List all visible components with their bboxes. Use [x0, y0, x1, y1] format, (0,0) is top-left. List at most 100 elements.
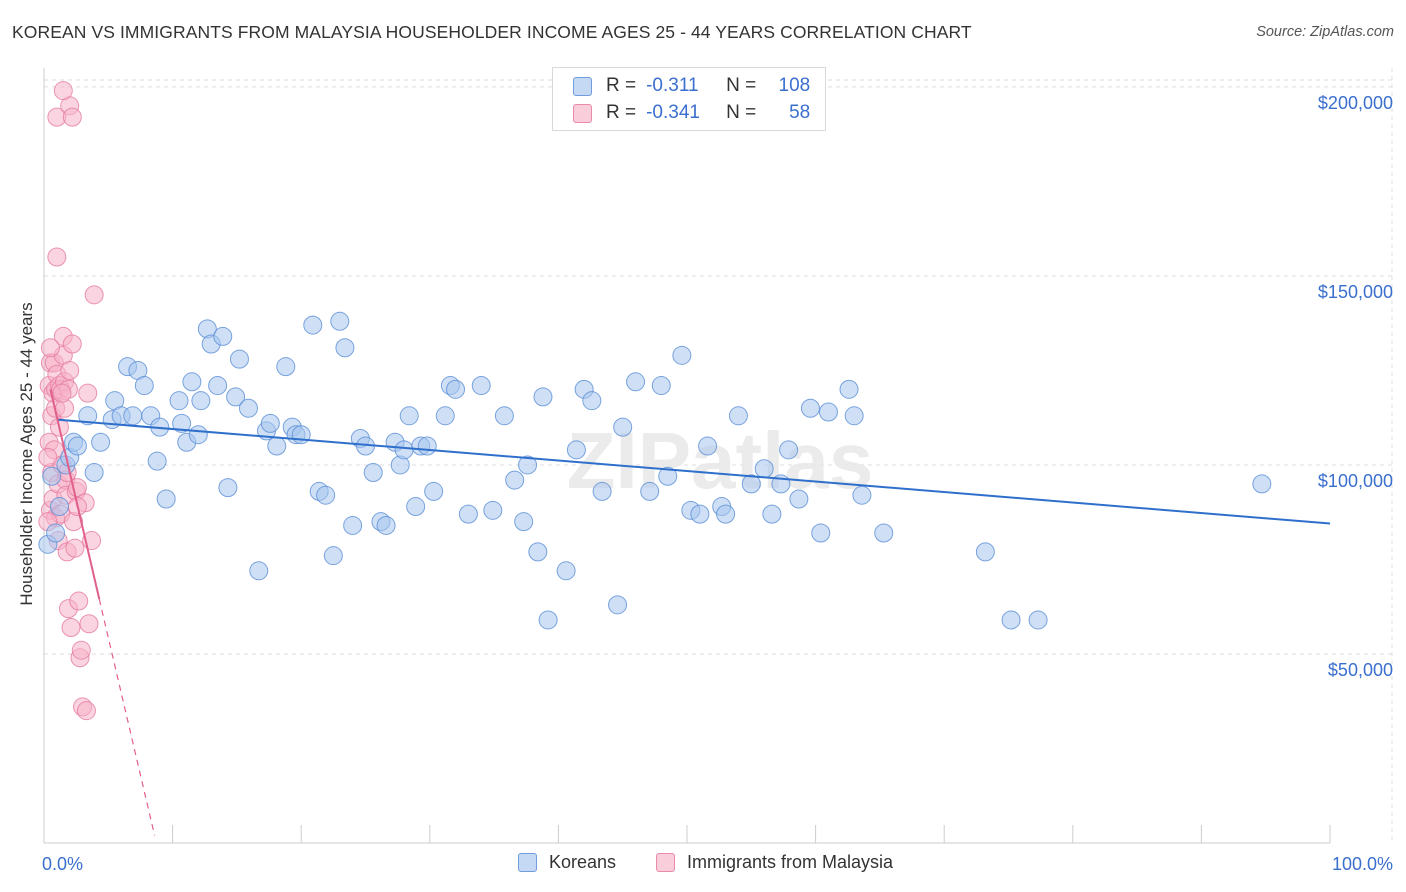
data-point	[343, 515, 363, 535]
data-point	[789, 489, 809, 509]
data-point	[249, 561, 269, 581]
legend-swatch-malaysia	[656, 853, 675, 872]
r-label: R =	[606, 102, 637, 123]
data-point	[800, 398, 820, 418]
data-point	[494, 406, 514, 426]
data-point	[839, 379, 859, 399]
data-point	[608, 595, 628, 615]
data-point	[471, 376, 491, 396]
data-point	[1001, 610, 1021, 630]
data-point	[47, 247, 67, 267]
data-point	[276, 357, 296, 377]
chart-title: KOREAN VS IMMIGRANTS FROM MALAYSIA HOUSE…	[12, 22, 972, 42]
data-point	[71, 640, 91, 660]
data-point	[528, 542, 548, 562]
watermark: ZIPatlas	[567, 416, 874, 505]
data-point	[147, 451, 167, 471]
data-point	[78, 383, 98, 403]
x-tick-labels: 0.0% 100.0%	[42, 854, 1393, 874]
x-tick-label: 100.0%	[1332, 854, 1393, 874]
data-point	[556, 561, 576, 581]
data-point	[335, 338, 355, 358]
trend-lines	[49, 389, 1331, 836]
r-value: -0.311	[646, 75, 699, 96]
data-point	[303, 315, 323, 335]
data-point	[229, 349, 249, 369]
data-point	[363, 463, 383, 483]
data-point	[613, 417, 633, 437]
data-point	[762, 504, 782, 524]
legend-row-malaysia: R = -0.341 N = 58	[573, 99, 810, 127]
data-point	[852, 485, 872, 505]
data-point	[518, 455, 538, 475]
data-point	[376, 515, 396, 535]
data-point	[741, 474, 761, 494]
data-point	[505, 470, 525, 490]
data-point	[42, 466, 62, 486]
y-tick-label: $200,000	[1318, 93, 1393, 113]
data-point	[394, 440, 414, 460]
data-point	[84, 463, 104, 483]
y-tick-labels: $50,000 $100,000 $150,000 $200,000	[1318, 93, 1393, 680]
n-value: 108	[778, 75, 811, 96]
data-point	[533, 387, 553, 407]
n-label: N =	[726, 75, 757, 96]
data-point	[134, 376, 154, 396]
data-point	[40, 338, 60, 358]
data-point	[779, 440, 799, 460]
data-point	[226, 387, 246, 407]
legend-label-koreans: Koreans	[549, 852, 617, 872]
data-point	[188, 425, 208, 445]
data-point	[640, 481, 660, 501]
data-point	[458, 504, 478, 524]
data-point	[811, 523, 831, 543]
data-point	[76, 701, 96, 721]
legend-swatch-malaysia	[573, 103, 592, 123]
trend-line-malaysia	[49, 389, 101, 600]
data-point	[213, 326, 233, 346]
data-point	[658, 466, 678, 486]
data-point	[267, 436, 287, 456]
correlation-legend: R = -0.311 N = 108 R = -0.341 N = 58	[552, 67, 826, 131]
data-point	[323, 546, 343, 566]
y-tick-label: $100,000	[1318, 471, 1393, 491]
data-point	[698, 436, 718, 456]
data-point	[435, 406, 455, 426]
data-point	[238, 398, 258, 418]
data-point	[514, 512, 534, 532]
series-koreans	[38, 311, 1272, 630]
source-label: Source: ZipAtlas.com	[1256, 24, 1394, 40]
y-axis-label: Householder Income Ages 25 - 44 years	[17, 302, 36, 606]
data-point	[672, 345, 692, 365]
r-value: -0.341	[646, 102, 700, 123]
data-point	[61, 618, 81, 638]
series-immigrants-from-malaysia	[38, 81, 104, 721]
data-point	[182, 372, 202, 392]
data-point	[316, 485, 336, 505]
data-point	[156, 489, 176, 509]
legend-swatch-koreans	[573, 76, 592, 96]
series-legend: Koreans Immigrants from Malaysia	[0, 852, 1406, 876]
data-point	[446, 379, 466, 399]
trend-line-koreans	[56, 418, 1331, 525]
data-point	[78, 406, 98, 426]
data-point	[1028, 610, 1048, 630]
r-label: R =	[606, 75, 637, 96]
trend-line-malaysia-extension	[98, 599, 156, 836]
data-point	[417, 436, 437, 456]
data-point	[53, 81, 73, 101]
data-point	[582, 391, 602, 411]
legend-item-koreans: Koreans	[518, 852, 616, 873]
legend-swatch-koreans	[518, 853, 537, 872]
legend-item-malaysia: Immigrants from Malaysia	[656, 852, 893, 873]
data-point	[46, 523, 66, 543]
x-tick-label: 0.0%	[42, 854, 83, 874]
data-point	[169, 391, 189, 411]
data-point	[754, 459, 774, 479]
data-point	[84, 285, 104, 305]
data-point	[49, 497, 69, 517]
data-point	[406, 497, 426, 517]
grid-lines	[44, 68, 1393, 843]
data-point	[483, 500, 503, 520]
